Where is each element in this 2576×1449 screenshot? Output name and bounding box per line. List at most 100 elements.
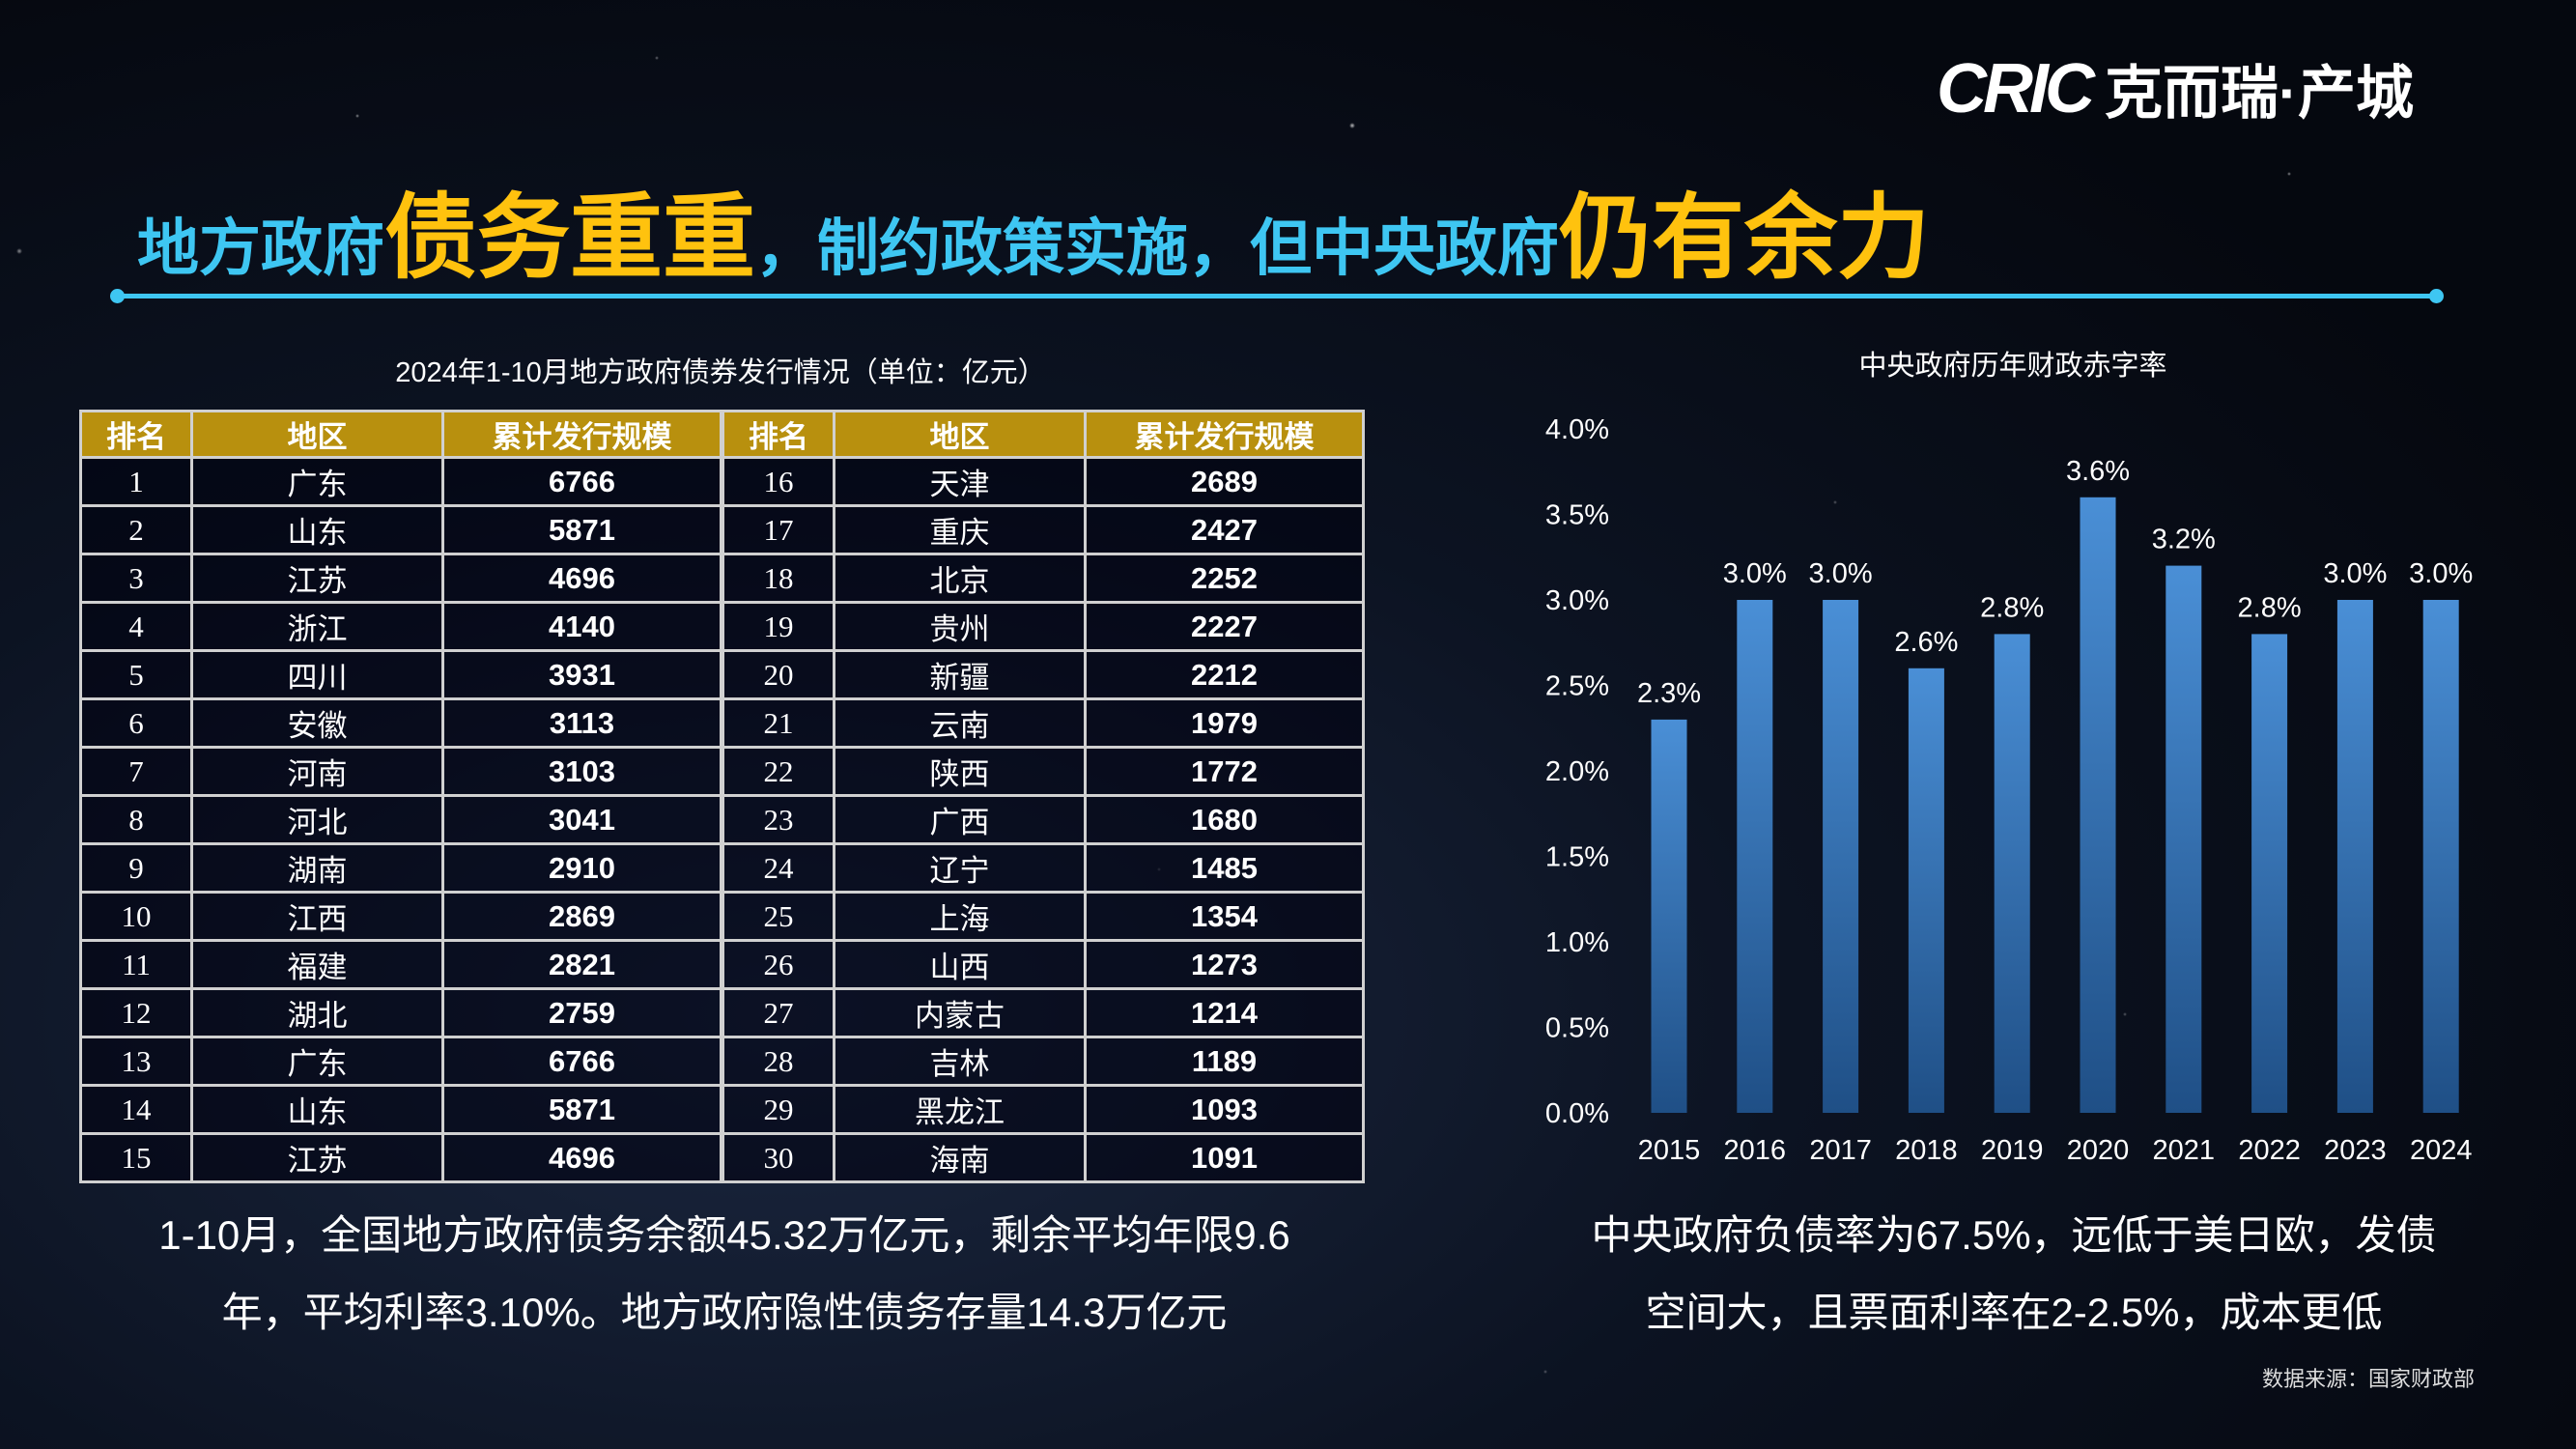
x-tick-label: 2022 [2238, 1135, 2301, 1166]
left-summary: 1-10月，全国地方政府债务余额45.32万亿元，剩余平均年限9.6 年，平均利… [58, 1197, 1391, 1351]
table-row: 30 海南 1091 [722, 1132, 1365, 1183]
amount-cell: 1214 [1084, 987, 1365, 1038]
data-label: 3.0% [2409, 558, 2473, 589]
amount-cell: 6766 [441, 1036, 722, 1087]
bar [2422, 600, 2459, 1113]
data-label: 2.6% [1894, 627, 1958, 658]
column-header: 排名 [79, 410, 193, 459]
amount-cell: 1680 [1084, 794, 1365, 845]
data-label: 3.0% [1723, 558, 1787, 589]
table-row: 12 湖北 2759 [79, 987, 722, 1038]
x-tick-label: 2015 [1638, 1135, 1701, 1166]
rank-cell: 26 [722, 939, 835, 990]
rank-cell: 24 [722, 842, 835, 894]
x-tick-label: 2021 [2153, 1135, 2216, 1166]
region-cell: 陕西 [833, 746, 1087, 797]
table-row: 14 山东 5871 [79, 1084, 722, 1135]
table-row: 13 广东 6766 [79, 1036, 722, 1087]
title-divider [110, 289, 2444, 303]
region-cell: 云南 [833, 697, 1087, 749]
table-row: 17 重庆 2427 [722, 504, 1365, 555]
amount-cell: 3931 [441, 649, 722, 700]
x-tick-label: 2020 [2067, 1135, 2130, 1166]
amount-cell: 3103 [441, 746, 722, 797]
table-caption: 2024年1-10月地方政府债券发行情况（单位：亿元） [395, 357, 1046, 388]
summary-line: 空间大，且票面利率在2-2.5%，成本更低 [1645, 1290, 2383, 1335]
region-cell: 广东 [190, 456, 444, 507]
region-cell: 河北 [190, 794, 444, 845]
amount-cell: 3041 [441, 794, 722, 845]
chart-title: 中央政府历年财政赤字率 [1858, 351, 2167, 382]
x-tick-label: 2024 [2410, 1135, 2473, 1166]
table-row: 2 山东 5871 [79, 504, 722, 555]
data-label: 3.2% [2152, 525, 2216, 555]
region-cell: 浙江 [190, 601, 444, 652]
x-tick-label: 2018 [1895, 1135, 1958, 1166]
region-cell: 天津 [833, 456, 1087, 507]
amount-cell: 1485 [1084, 842, 1365, 894]
page-title: 地方政府债务重重，制约政策实施，但中央政府仍有余力 [137, 162, 1930, 297]
rank-cell: 21 [722, 697, 835, 749]
y-tick-label: 1.5% [1545, 842, 1609, 873]
y-tick-label: 3.0% [1545, 585, 1609, 616]
y-tick-label: 0.0% [1545, 1098, 1609, 1129]
region-cell: 湖北 [190, 987, 444, 1038]
rank-cell: 16 [722, 456, 835, 507]
data-label: 2.8% [2238, 592, 2302, 623]
rank-cell: 23 [722, 794, 835, 845]
amount-cell: 2869 [441, 891, 722, 942]
title-part: ，制约政策实施，但中央政府 [755, 213, 1559, 283]
table-row: 25 上海 1354 [722, 891, 1365, 942]
x-tick-label: 2023 [2324, 1135, 2387, 1166]
rank-cell: 20 [722, 649, 835, 700]
region-cell: 北京 [833, 553, 1087, 604]
title-highlight: 债务重重 [384, 186, 755, 290]
rank-cell: 12 [79, 987, 193, 1038]
rank-cell: 5 [79, 649, 193, 700]
rank-cell: 13 [79, 1036, 193, 1087]
region-cell: 江苏 [190, 1132, 444, 1183]
rank-cell: 2 [79, 504, 193, 555]
region-cell: 江西 [190, 891, 444, 942]
bar [2080, 497, 2116, 1113]
rank-cell: 27 [722, 987, 835, 1038]
bar [1908, 668, 1944, 1113]
rank-cell: 10 [79, 891, 193, 942]
y-tick-label: 0.5% [1545, 1013, 1609, 1044]
bar [1994, 634, 2030, 1113]
right-summary: 中央政府负债率为67.5%，远低于美日欧，发债 空间大，且票面利率在2-2.5%… [1507, 1197, 2521, 1351]
table-row: 18 北京 2252 [722, 553, 1365, 604]
y-tick-label: 4.0% [1545, 414, 1609, 445]
amount-cell: 2689 [1084, 456, 1365, 507]
region-cell: 黑龙江 [833, 1084, 1087, 1135]
amount-cell: 4696 [441, 553, 722, 604]
column-header: 累计发行规模 [441, 410, 722, 459]
bar [2251, 634, 2288, 1113]
table-row: 4 浙江 4140 [79, 601, 722, 652]
amount-cell: 5871 [441, 504, 722, 555]
y-tick-label: 2.5% [1545, 671, 1609, 702]
y-tick-label: 2.0% [1545, 756, 1609, 787]
region-cell: 重庆 [833, 504, 1087, 555]
region-cell: 广西 [833, 794, 1087, 845]
table-row: 24 辽宁 1485 [722, 842, 1365, 894]
table-row: 11 福建 2821 [79, 939, 722, 990]
logo-latin: CRIC [1937, 49, 2095, 128]
rank-cell: 7 [79, 746, 193, 797]
bar [1823, 600, 1859, 1113]
rank-cell: 3 [79, 553, 193, 604]
amount-cell: 4696 [441, 1132, 722, 1183]
region-cell: 吉林 [833, 1036, 1087, 1087]
table-row: 21 云南 1979 [722, 697, 1365, 749]
amount-cell: 5871 [441, 1084, 722, 1135]
rank-cell: 29 [722, 1084, 835, 1135]
table-row: 9 湖南 2910 [79, 842, 722, 894]
rank-cell: 17 [722, 504, 835, 555]
table-row: 19 贵州 2227 [722, 601, 1365, 652]
table-row: 3 江苏 4696 [79, 553, 722, 604]
rank-cell: 18 [722, 553, 835, 604]
table-row: 16 天津 2689 [722, 456, 1365, 507]
y-tick-label: 1.0% [1545, 927, 1609, 958]
amount-cell: 1189 [1084, 1036, 1365, 1087]
